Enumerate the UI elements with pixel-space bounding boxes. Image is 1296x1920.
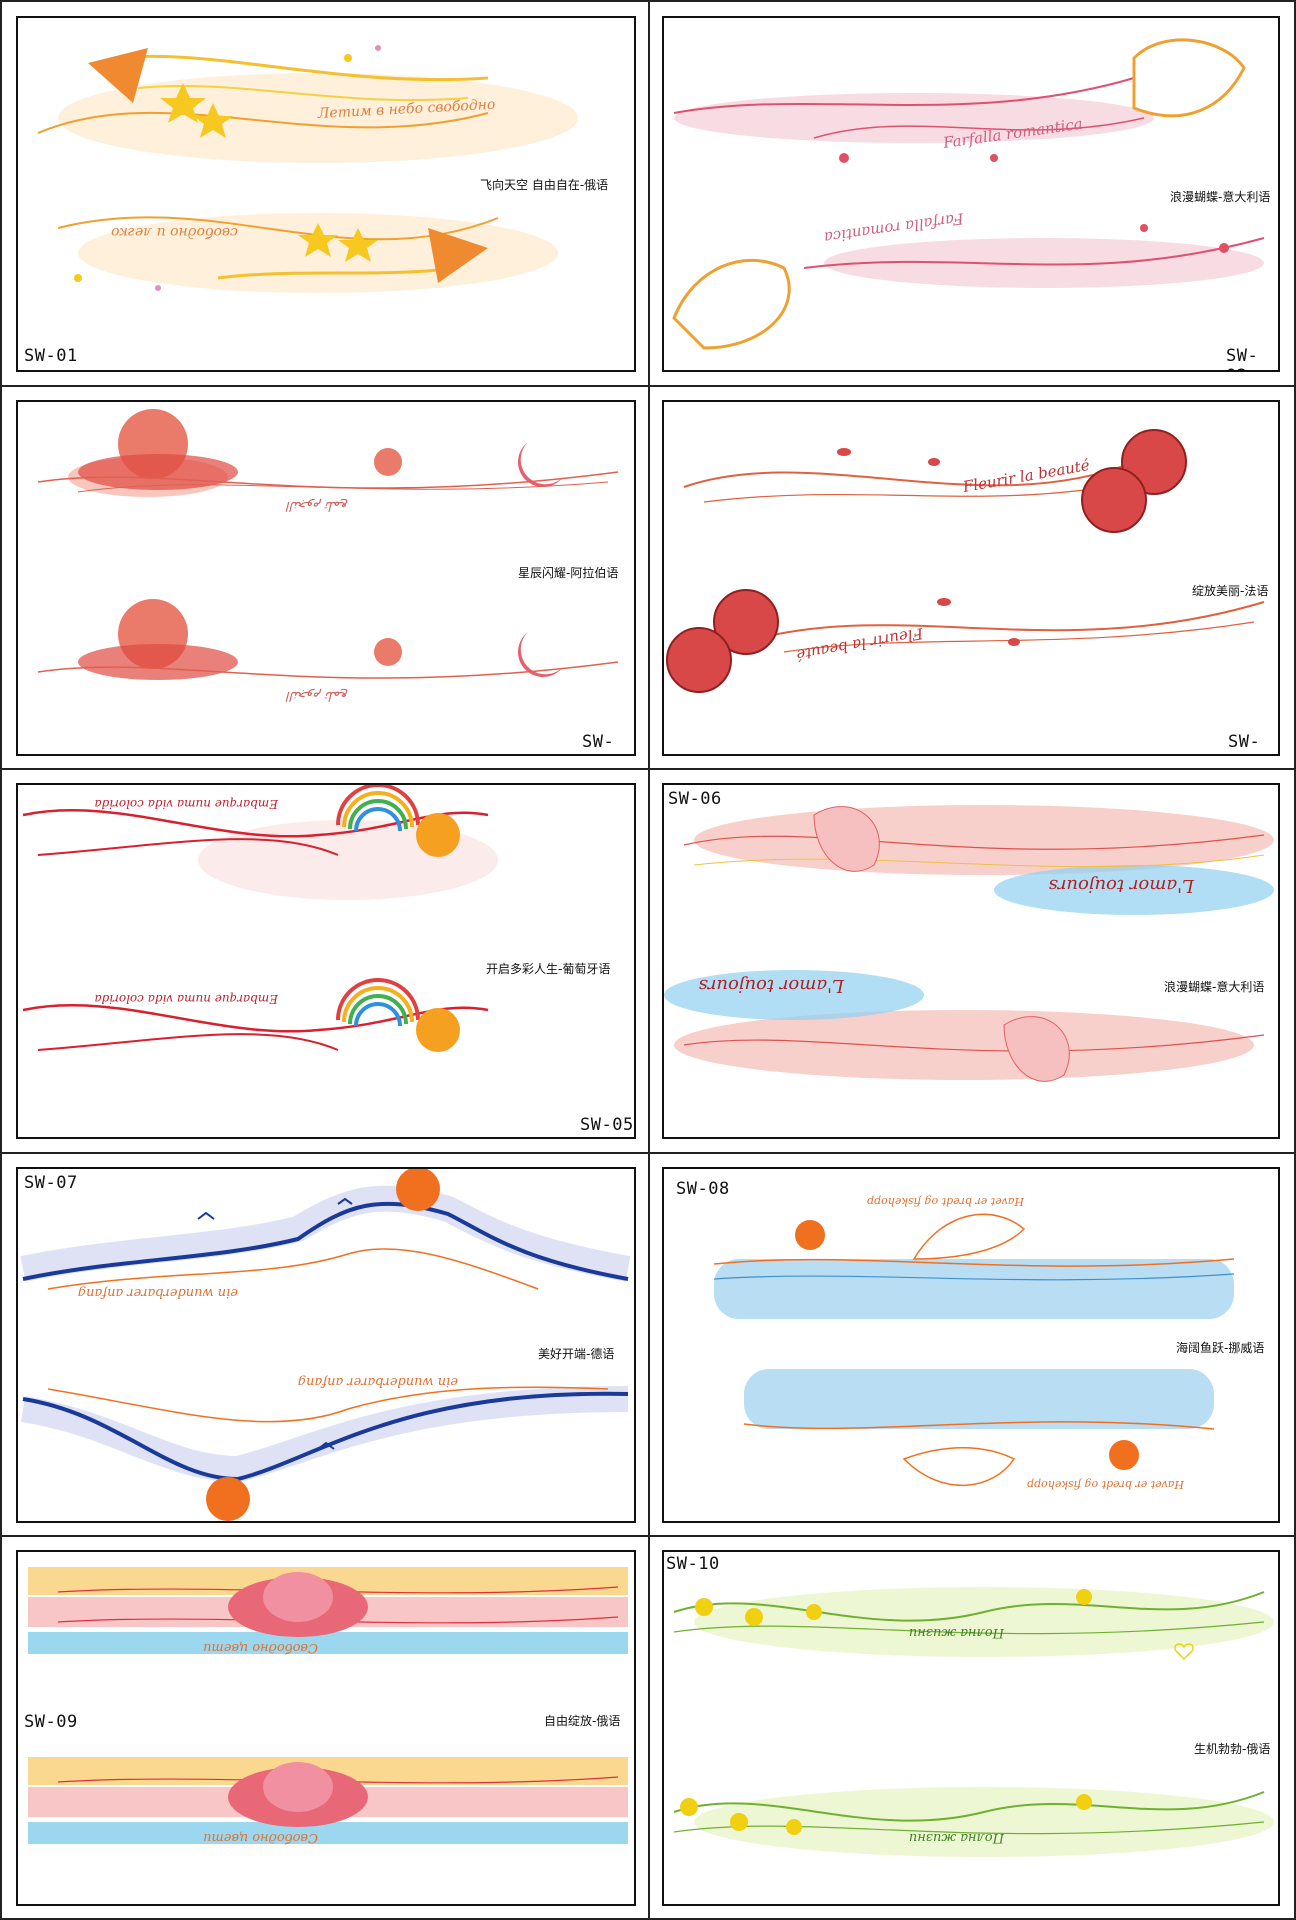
planet-icon [374,638,402,666]
sea-fish-art: Havet er bredt og fiskehopp Havet er bre… [713,1195,1235,1491]
script-text-bottom: свободно и легко [111,224,238,240]
bird-icon [317,1441,335,1450]
design-panel-sw04: Fleurir la beauté Fleurir la beauté 绽放美丽… [662,400,1280,756]
script-text-bottom: Свободно цвети [203,1830,318,1845]
design-code: SW-04 [1228,732,1261,754]
design-panel-sw05: Embarque numa vida colorida Embarque num… [16,783,636,1139]
script-text-bottom: Fleurir la beauté [795,624,925,664]
design-caption: 浪漫蝴蝶-意大利语 [1164,980,1265,994]
script-text-bottom: Полна жизни [909,1830,1005,1845]
heart-icon [1174,1643,1194,1661]
fish-icon [912,1213,1026,1260]
script-text-top: النجوم تلمع [285,498,348,513]
design-panel-sw02: Farfalla romantica Farfalla romantica 浪漫… [662,16,1280,372]
rose-icon [713,589,779,655]
design-panel-sw06: L'amor toujours L'amor toujours SW-06 浪漫… [662,783,1280,1139]
planet-icon [374,448,402,476]
wave-birds-art: ein wunderbarer anfang ein wunderbarer a… [20,1169,631,1521]
rose-icon [666,627,732,693]
watercolor-butterfly-art: L'amor toujours L'amor toujours [664,805,1274,1082]
script-text-top: Embarque numa vida colorida [94,797,279,811]
design-caption: 绽放美丽-法语 [1192,584,1269,598]
grid-line [1294,0,1296,1920]
design-panel-sw09: Свободно цвети Свободно цвети SW-09 自由绽放… [16,1550,636,1906]
flower-icon [695,1598,713,1616]
sun-icon [416,1008,460,1052]
butterfly-icon [813,806,880,872]
star-icon [160,83,206,123]
grid-line [648,0,650,1920]
design-caption: 飞向天空 自由自在-俄语 [480,178,609,192]
design-panel-sw08: Havet er bredt og fiskehopp Havet er bre… [662,1167,1280,1523]
design-code: SW-03 [582,732,615,754]
script-text-bottom: Havet er bredt og fiskehopp [1027,1478,1185,1491]
design-caption: 自由绽放-俄语 [544,1714,621,1728]
script-text-bottom: ein wunderbarer anfang [298,1374,458,1389]
grid-line [0,0,2,1920]
script-text-top: Havet er bredt og fiskehopp [867,1195,1025,1208]
script-text-top: L'amor toujours [1049,875,1195,896]
flower-icon [1076,1794,1092,1810]
design-code: SW-10 [666,1554,720,1574]
design-caption: 美好开端-德语 [538,1347,615,1361]
flower-icon [806,1604,822,1620]
design-code: SW-09 [24,1712,78,1732]
lotus-art: Свободно цвети Свободно цвети [28,1567,628,1845]
sun-icon [206,1477,250,1521]
script-text-top: Fleurir la beauté [961,456,1091,496]
design-code: SW-07 [24,1173,78,1193]
design-code: SW-01 [24,346,78,366]
butterfly-art: Farfalla romantica Farfalla romantica [672,38,1265,350]
script-text-bottom: النجوم تلمع [285,688,348,703]
design-panel-sw10: Полна жизни Полна жизни SW-10 生机勃勃-俄语 [662,1550,1280,1906]
script-text-bottom: L'amor toujours [699,975,845,996]
rose-art: Fleurir la beauté Fleurir la beauté [666,429,1265,693]
script-text-top: ein wunderbarer anfang [78,1285,238,1300]
flower-icon [745,1608,763,1626]
design-code: SW-05 [580,1115,634,1135]
rainbow-art: Embarque numa vida colorida Embarque num… [22,785,498,1052]
moon-stars-art: النجوم تلمع النجوم تلمع [37,409,619,703]
design-caption: 开启多彩人生-葡萄牙语 [486,962,611,976]
paper-plane-stars-art: Летим в небо свободно свободно и легко [37,45,578,293]
design-code: SW-06 [668,789,722,809]
design-code: SW-02 [1226,346,1259,370]
sun-icon [1109,1440,1139,1470]
rainbow-icon [336,978,420,1021]
script-text-bottom: Embarque numa vida colorida [94,992,279,1006]
sun-icon [396,1169,440,1211]
star-icon [193,103,233,138]
flower-icon [1076,1589,1092,1605]
paper-plane-icon [88,48,148,103]
design-panel-sw03: النجوم تلمع النجوم تلمع 星辰闪耀-阿拉伯语 SW-03 [16,400,636,756]
design-code: SW-08 [676,1179,730,1199]
star-icon [298,223,338,257]
butterfly-icon [672,258,791,350]
design-panel-sw01: Летим в небо свободно свободно и легко 飞… [16,16,636,372]
design-panel-sw07: ein wunderbarer anfang ein wunderbarer a… [16,1167,636,1523]
star-icon [338,228,378,262]
sun-icon [795,1220,825,1250]
script-text-top: Полна жизни [909,1625,1005,1640]
sun-icon [416,813,460,857]
design-caption: 海阔鱼跃-挪威语 [1176,1341,1265,1355]
vine-flowers-art: Полна жизни Полна жизни [673,1587,1274,1857]
design-caption: 浪漫蝴蝶-意大利语 [1170,190,1271,204]
rose-icon [1081,467,1147,533]
bird-icon [337,1197,353,1205]
butterfly-icon [1003,1016,1070,1082]
flower-icon [680,1798,698,1816]
bird-icon [197,1211,215,1220]
design-caption: 星辰闪耀-阿拉伯语 [518,566,619,580]
design-caption: 生机勃勃-俄语 [1194,1742,1271,1756]
butterfly-icon [1132,38,1246,118]
script-text-top: Свободно цвети [203,1640,318,1655]
flower-icon [730,1813,748,1831]
fish-icon [902,1447,1016,1486]
rainbow-icon [336,785,420,826]
paper-plane-icon [428,228,488,283]
flower-icon [786,1819,802,1835]
